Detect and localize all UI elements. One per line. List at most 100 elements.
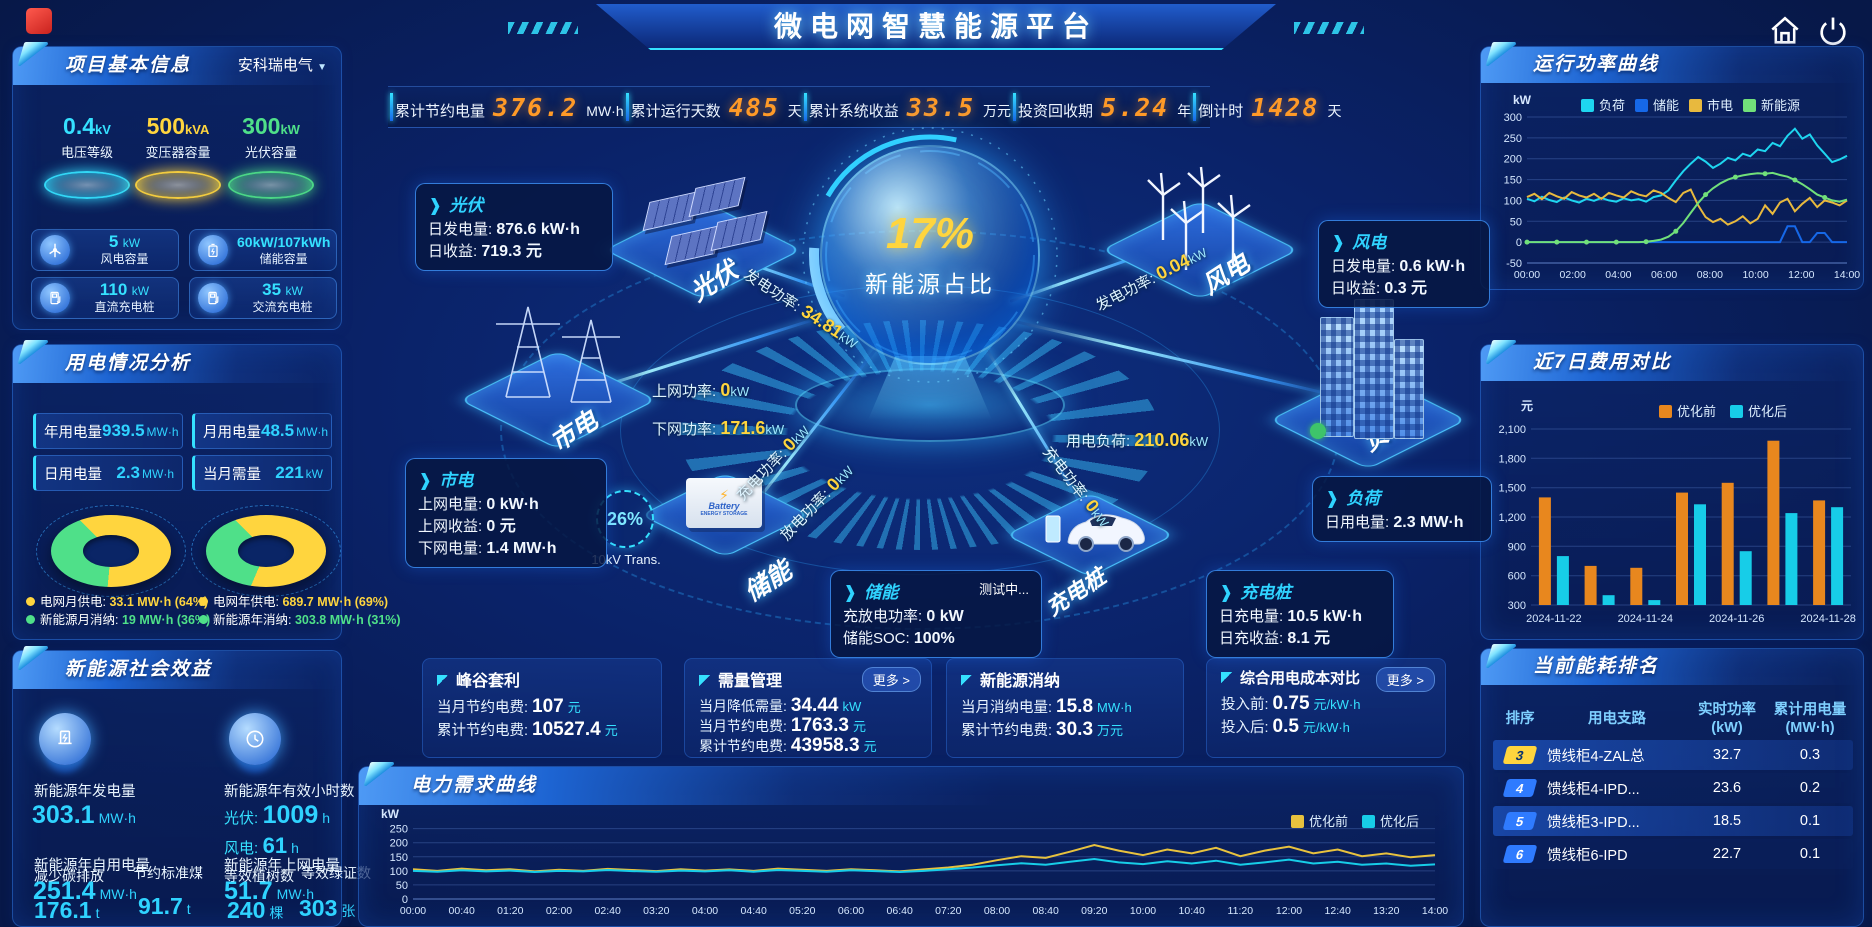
panel-header: 电力需求曲线	[359, 767, 999, 805]
kpi-divider	[1013, 93, 1017, 121]
svg-text:150: 150	[390, 852, 408, 864]
month-energy-donut	[51, 515, 171, 587]
legend-item[interactable]: 优化后	[1362, 811, 1419, 830]
charger-icon	[40, 283, 70, 313]
svg-text:2024-11-24: 2024-11-24	[1618, 613, 1673, 625]
home-icon[interactable]	[1768, 14, 1802, 48]
svg-text:04:00: 04:00	[1605, 269, 1631, 281]
company-select[interactable]: 安科瑞电气 ▼	[237, 57, 327, 74]
legend-item[interactable]: 新能源	[1743, 95, 1800, 114]
co2-label: 减少碳排放	[34, 868, 104, 884]
flow-load-power: 用电负荷: 210.06kW	[1066, 430, 1209, 450]
svg-text:2024-11-26: 2024-11-26	[1709, 613, 1764, 625]
kpi-running-days: 累计运行天数 485 天	[630, 92, 802, 122]
title-banner: 微电网智慧能源平台	[596, 4, 1276, 50]
legend-year-grid[interactable]: 电网年供电: 689.7 MW·h (69%)	[199, 591, 388, 610]
cost-chart-legend: 优化前 优化后	[1659, 401, 1787, 420]
y-axis-label: 元	[1521, 399, 1534, 413]
svg-text:200: 200	[1504, 154, 1522, 166]
legend-item[interactable]: 优化前	[1659, 401, 1716, 420]
svg-text:07:20: 07:20	[935, 905, 961, 917]
panel-header: 运行功率曲线	[1481, 47, 1863, 83]
power-icon[interactable]	[1816, 14, 1850, 48]
svg-text:14:00: 14:00	[1834, 269, 1860, 281]
legend-month-renewable[interactable]: 新能源月消纳: 19 MW·h (36%)	[26, 609, 210, 628]
legend-item[interactable]: 优化前	[1291, 811, 1348, 830]
table-row[interactable]: 4 馈线柜4-IPD... 23.6 0.2	[1493, 773, 1853, 803]
panel-social-benefit: 新能源社会效益 新能源年发电量 303.1 MW·h 新能源年有效小时数 光伏: …	[12, 650, 371, 927]
svg-text:0: 0	[402, 894, 408, 906]
pedestal-voltage: 0.4kV 电压等级	[37, 113, 137, 199]
table-row[interactable]: 5 馈线柜3-IPD... 18.5 0.1	[1493, 806, 1853, 836]
capacity-storage: 60kW/107kWh 储能容量	[189, 229, 337, 271]
more-button[interactable]: 更多 >	[861, 667, 921, 692]
svg-text:06:40: 06:40	[887, 905, 913, 917]
capacity-wind: 5 kW 风电容量	[31, 229, 179, 271]
table-row[interactable]: 6 馈线柜6-IPD 22.7 0.1	[1493, 839, 1853, 869]
corner-icon	[1221, 672, 1232, 683]
panel-running-power: 运行功率曲线 kW 负荷 储能 市电 新能源 300 250 200 150 100 50…	[1480, 46, 1864, 290]
transformer-label: 10kV Trans.	[591, 552, 661, 567]
chevron-right-icon: ❱	[843, 583, 858, 602]
flow-from-grid: 下网功率: 171.6kW	[652, 418, 785, 438]
svg-text:300: 300	[1508, 600, 1526, 612]
corner-icon	[699, 675, 710, 686]
svg-text:200: 200	[390, 838, 408, 850]
svg-text:2024-11-28: 2024-11-28	[1800, 613, 1855, 625]
legend-item[interactable]: 负荷	[1581, 95, 1625, 114]
chevron-right-icon: ❱	[1331, 233, 1346, 252]
svg-text:01:20: 01:20	[497, 905, 523, 917]
svg-text:04:40: 04:40	[741, 905, 767, 917]
legend-item[interactable]: 优化后	[1730, 401, 1787, 420]
legend-item[interactable]: 市电	[1689, 95, 1733, 114]
donut-ring-deco	[191, 505, 341, 597]
svg-text:10:00: 10:00	[1130, 905, 1156, 917]
coal-value: 91.7 t	[138, 893, 191, 919]
page-title: 微电网智慧能源平台	[773, 11, 1098, 42]
generation-icon	[39, 713, 91, 765]
glow-pedestal-icon	[135, 171, 221, 199]
panel-title: 近7日费用对比	[1533, 352, 1672, 373]
svg-text:10:40: 10:40	[1179, 905, 1205, 917]
corner-icon	[961, 675, 972, 686]
panel-title: 项目基本信息	[65, 55, 192, 76]
clock-icon	[229, 713, 281, 765]
panel-project-info: 项目基本信息 安科瑞电气 ▼ 0.4kV 电压等级 500kVA 变压器容量 3…	[12, 46, 342, 330]
svg-text:900: 900	[1508, 541, 1526, 553]
legend-item[interactable]: 储能	[1635, 95, 1679, 114]
demand-chart-legend: 优化前 优化后	[1291, 811, 1419, 830]
svg-text:02:00: 02:00	[1560, 269, 1586, 281]
svg-text:02:40: 02:40	[595, 905, 621, 917]
kpi-total-profit: 累计系统收益 33.5 万元	[808, 92, 1012, 122]
svg-text:08:00: 08:00	[1697, 269, 1723, 281]
storage-card: ❱ 储能 测试中... 充放电功率: 0 kW 储能SOC: 100%	[830, 570, 1042, 658]
wind-turbine-icon	[40, 235, 70, 265]
stat-day-usage: 日用电量 2.3 MW·h	[33, 455, 183, 491]
hours-label: 新能源年有效小时数	[224, 784, 355, 800]
panel-cost-compare: 近7日费用对比 元 优化前 优化后 2,100 1,800 1,500 1,200 90…	[1480, 344, 1864, 640]
battery-container-icon: ⚡ Battery ENERGY STORAGE	[686, 478, 762, 528]
legend-year-renewable[interactable]: 新能源年消纳: 303.8 MW·h (31%)	[199, 609, 401, 628]
y-axis-label: kW	[1513, 93, 1531, 107]
table-row[interactable]: 3 馈线柜4-ZAL总 32.7 0.3	[1493, 740, 1853, 770]
panel-title: 新能源社会效益	[65, 659, 213, 680]
year-energy-donut	[206, 515, 326, 587]
svg-text:1,500: 1,500	[1498, 483, 1526, 495]
legend-month-grid[interactable]: 电网月供电: 33.1 MW·h (64%)	[26, 591, 208, 610]
svg-text:00:00: 00:00	[400, 905, 426, 917]
svg-text:12:40: 12:40	[1325, 905, 1351, 917]
stat-month-demand: 当月需量 221 kW	[192, 455, 332, 491]
svg-text:09:20: 09:20	[1081, 905, 1107, 917]
to-grid-value: 51.7 MW·h	[224, 877, 314, 905]
center-orb: 17% 新能源占比	[820, 145, 1040, 365]
rank-badge: 3	[1502, 746, 1538, 764]
svg-text:11:20: 11:20	[1228, 905, 1254, 917]
more-button[interactable]: 更多 >	[1375, 667, 1435, 692]
stat-month-usage: 月用电量 48.5 MW·h	[192, 413, 332, 449]
svg-text:-50: -50	[1506, 258, 1522, 270]
grid-card: ❱ 市电 上网电量: 0 kW·h 上网收益: 0 元 下网电量: 1.4 MW·…	[405, 458, 607, 568]
svg-text:02:00: 02:00	[546, 905, 572, 917]
y-axis-label: kW	[381, 807, 399, 821]
power-tower-icon	[496, 306, 620, 403]
